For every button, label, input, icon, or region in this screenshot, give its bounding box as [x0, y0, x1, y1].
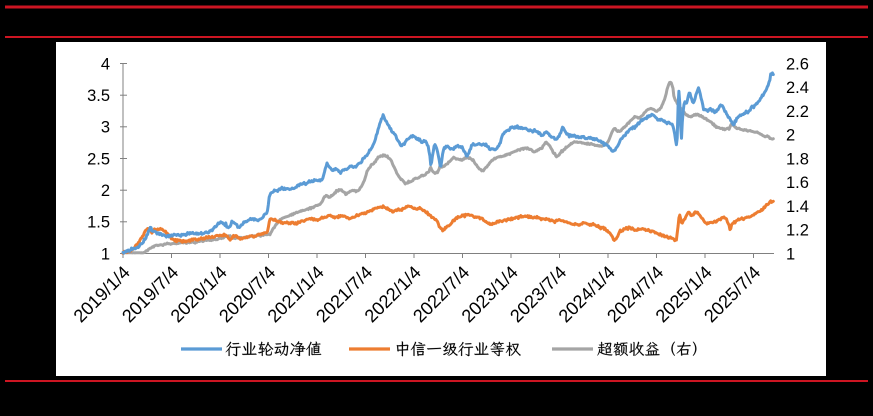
svg-text:1.4: 1.4 [786, 198, 809, 216]
svg-text:4: 4 [101, 55, 110, 73]
svg-text:1.8: 1.8 [786, 150, 809, 168]
svg-text:3: 3 [101, 119, 110, 137]
svg-text:2: 2 [786, 127, 795, 145]
svg-text:2: 2 [101, 182, 110, 200]
svg-text:2.6: 2.6 [786, 55, 809, 73]
svg-text:2.4: 2.4 [786, 79, 809, 97]
svg-text:1.2: 1.2 [786, 222, 809, 240]
svg-text:1: 1 [786, 245, 795, 263]
svg-text:3.5: 3.5 [87, 87, 110, 105]
svg-text:2.2: 2.2 [786, 103, 809, 121]
svg-text:2.5: 2.5 [87, 150, 110, 168]
svg-text:1.5: 1.5 [87, 214, 110, 232]
svg-text:1.6: 1.6 [786, 174, 809, 192]
svg-text:1: 1 [101, 245, 110, 263]
